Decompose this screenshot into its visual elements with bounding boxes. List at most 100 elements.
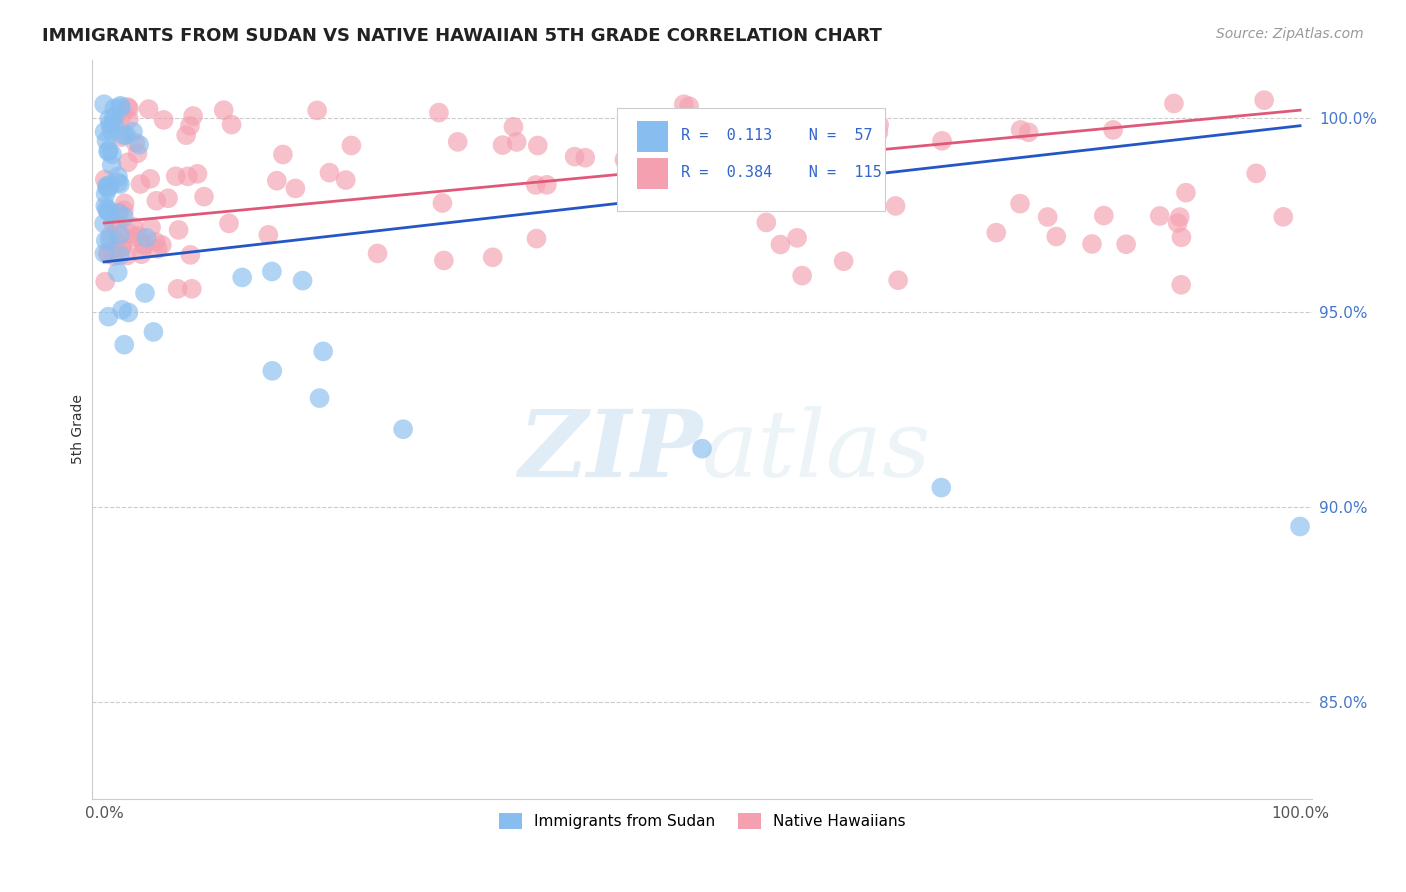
Point <box>118 112 141 127</box>
Point <box>127 229 149 244</box>
Point <box>122 125 145 139</box>
Point <box>97 247 120 261</box>
Point <box>574 151 596 165</box>
Point <box>658 176 681 190</box>
Bar <box>637 158 668 189</box>
Point <box>107 265 129 279</box>
Point <box>103 216 125 230</box>
Point <box>335 173 357 187</box>
Point <box>132 239 155 253</box>
Point <box>786 231 808 245</box>
Point <box>180 282 202 296</box>
Point <box>97 179 120 194</box>
Point <box>1272 210 1295 224</box>
Point <box>179 119 201 133</box>
Point <box>107 235 129 250</box>
Point <box>769 237 792 252</box>
Point <box>221 118 243 132</box>
Legend: Immigrants from Sudan, Native Hawaiians: Immigrants from Sudan, Native Hawaiians <box>492 807 911 836</box>
Point <box>447 135 470 149</box>
Point <box>193 189 215 203</box>
Point <box>107 206 129 220</box>
Point <box>112 203 135 218</box>
Point <box>1102 123 1125 137</box>
Point <box>735 171 758 186</box>
Point <box>112 337 135 351</box>
Point <box>1168 210 1191 224</box>
Point <box>672 97 695 112</box>
Point <box>868 125 890 139</box>
Point <box>97 144 120 158</box>
Point <box>1092 209 1115 223</box>
Point <box>108 177 131 191</box>
Point <box>312 344 335 359</box>
Text: IMMIGRANTS FROM SUDAN VS NATIVE HAWAIIAN 5TH GRADE CORRELATION CHART: IMMIGRANTS FROM SUDAN VS NATIVE HAWAIIAN… <box>42 27 882 45</box>
Point <box>929 481 952 495</box>
Point <box>433 253 456 268</box>
Point <box>115 248 138 262</box>
Point <box>284 181 307 195</box>
Point <box>112 128 135 143</box>
Point <box>142 325 165 339</box>
Point <box>505 135 527 149</box>
Point <box>526 231 548 245</box>
Point <box>181 109 204 123</box>
Point <box>110 99 132 113</box>
Point <box>564 150 586 164</box>
Point <box>291 274 314 288</box>
Point <box>755 215 778 229</box>
Point <box>1010 123 1032 137</box>
Point <box>93 125 115 139</box>
Point <box>98 204 121 219</box>
Point <box>93 97 115 112</box>
Point <box>138 102 160 116</box>
Point <box>134 237 156 252</box>
Point <box>432 196 454 211</box>
Point <box>613 153 636 167</box>
Point <box>110 130 132 145</box>
Point <box>129 177 152 191</box>
Point <box>103 110 125 124</box>
Point <box>96 202 118 216</box>
Point <box>135 231 157 245</box>
Point <box>262 364 284 378</box>
Point <box>1008 196 1031 211</box>
Point <box>100 228 122 243</box>
Point <box>97 145 120 159</box>
Point <box>103 249 125 263</box>
Point <box>97 204 120 219</box>
Point <box>631 119 654 133</box>
Point <box>94 275 117 289</box>
Point <box>536 178 558 192</box>
Point <box>427 105 450 120</box>
Point <box>110 240 132 254</box>
Point <box>105 220 128 235</box>
Point <box>94 172 117 186</box>
Point <box>134 286 156 301</box>
Point <box>887 273 910 287</box>
Point <box>218 216 240 230</box>
Point <box>103 116 125 130</box>
Point <box>146 242 169 256</box>
Point <box>117 305 139 319</box>
Text: R =  0.113    N =  57: R = 0.113 N = 57 <box>682 128 873 144</box>
Point <box>1018 125 1040 139</box>
Point <box>1244 166 1267 180</box>
Point <box>108 227 131 242</box>
Point <box>526 138 548 153</box>
Point <box>1115 237 1137 252</box>
Point <box>96 179 118 194</box>
Point <box>100 124 122 138</box>
Point <box>111 302 134 317</box>
Point <box>117 155 139 169</box>
Point <box>145 194 167 208</box>
Point <box>367 246 389 260</box>
Point <box>131 247 153 261</box>
Point <box>118 102 141 116</box>
Point <box>103 102 125 116</box>
Point <box>481 250 503 264</box>
Point <box>813 134 835 148</box>
Point <box>96 134 118 148</box>
Text: R =  0.384    N =  115: R = 0.384 N = 115 <box>682 165 882 180</box>
Point <box>832 254 855 268</box>
